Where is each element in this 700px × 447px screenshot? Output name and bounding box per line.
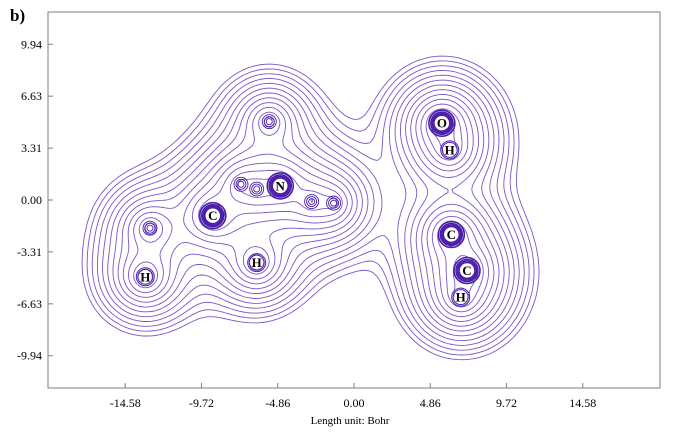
y-tick-label: 0.00	[21, 193, 42, 207]
atom-c: C	[437, 220, 466, 249]
atom-label: C	[208, 208, 217, 223]
atom-label: O	[437, 116, 447, 131]
density-maximum	[249, 181, 265, 197]
y-tick-label: 9.94	[21, 37, 42, 51]
atom-h: H	[247, 253, 267, 273]
contour-level	[112, 84, 510, 332]
atom-c: C	[453, 256, 481, 285]
x-tick-label: -9.72	[189, 396, 214, 410]
density-maximum	[261, 114, 277, 130]
x-tick-label: -14.58	[110, 396, 141, 410]
x-tick-label: -4.86	[265, 396, 290, 410]
x-tick-label: 14.58	[569, 396, 596, 410]
contour-level	[96, 70, 525, 346]
atom-label: C	[447, 227, 456, 242]
atom-h: H	[451, 287, 471, 307]
density-maximum	[326, 195, 342, 211]
contour-level	[128, 98, 495, 318]
y-tick-label: -6.63	[17, 297, 42, 311]
atom-o: O	[428, 109, 456, 138]
atom-c: C	[198, 201, 227, 230]
atom-label: H	[445, 142, 455, 157]
plot-frame	[47, 11, 661, 389]
atom-label: H	[252, 255, 262, 270]
contour-level	[133, 103, 490, 313]
contour-level	[122, 93, 500, 322]
y-tick-label: -3.31	[17, 245, 42, 259]
y-tick-label: 3.31	[21, 141, 42, 155]
contour-level	[86, 60, 535, 356]
x-tick-label: 4.86	[420, 396, 441, 410]
contour-level	[107, 79, 515, 337]
contour-lines	[81, 55, 540, 361]
y-tick-label: -9.94	[17, 349, 42, 363]
x-axis-ticks: -14.58 -9.72 -4.86 0.00 4.86 9.72 14.58	[110, 383, 596, 410]
contour-maxima	[142, 114, 342, 236]
atom-h: H	[135, 267, 155, 287]
x-tick-label: 0.00	[344, 396, 365, 410]
density-maximum	[142, 220, 158, 236]
density-maximum	[304, 194, 320, 210]
contour-level	[138, 108, 484, 308]
x-tick-label: 9.72	[496, 396, 517, 410]
atom-label: C	[462, 263, 471, 278]
atom-h: H	[440, 140, 460, 160]
atom-label: H	[140, 269, 150, 284]
y-tick-label: 6.63	[21, 89, 42, 103]
contour-level	[102, 74, 520, 342]
contour-level	[117, 89, 505, 327]
contour-level	[81, 55, 540, 361]
atom-label: H	[456, 290, 466, 305]
y-axis-ticks: 9.94 6.63 3.31 0.00 -3.31 -6.63 -9.94	[17, 37, 53, 363]
atom-n: N	[266, 172, 295, 200]
atom-label: N	[276, 178, 286, 193]
panel-label: b)	[10, 6, 26, 25]
contour-level	[91, 65, 530, 351]
density-maximum	[233, 176, 249, 192]
length-unit-label: Length unit: Bohr	[310, 415, 390, 427]
